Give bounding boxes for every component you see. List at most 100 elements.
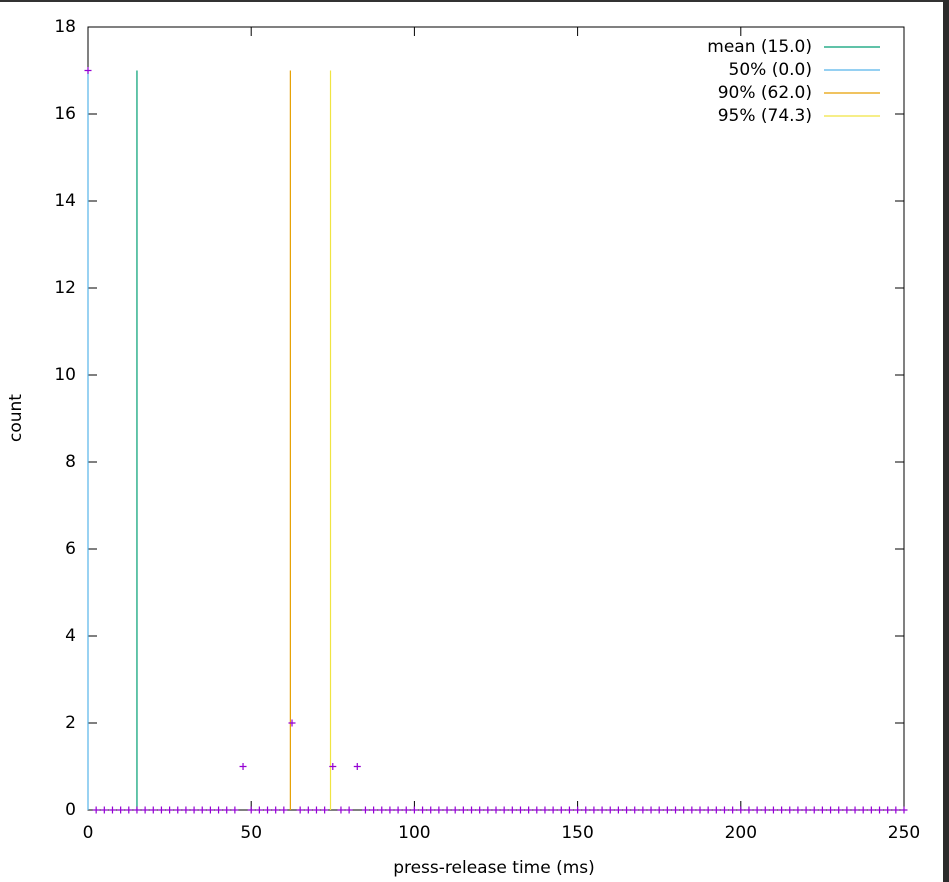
point xyxy=(484,806,492,814)
legend-label: 50% (0.0) xyxy=(729,60,813,80)
point xyxy=(631,806,639,814)
y-tick-label: 10 xyxy=(54,365,76,385)
point xyxy=(843,806,851,814)
point xyxy=(435,806,443,814)
point xyxy=(598,806,606,814)
x-axis-label: press-release time (ms) xyxy=(393,858,595,878)
point xyxy=(680,806,688,814)
point xyxy=(84,67,92,74)
y-tick-label: 8 xyxy=(65,452,76,472)
point xyxy=(370,806,378,814)
point xyxy=(508,806,516,814)
point xyxy=(778,806,786,814)
point xyxy=(802,806,810,814)
point xyxy=(737,806,745,814)
point xyxy=(810,806,818,814)
point xyxy=(361,806,369,814)
point xyxy=(288,719,296,727)
point xyxy=(296,806,304,814)
x-tick-label: 200 xyxy=(725,823,757,843)
point xyxy=(190,806,198,814)
point xyxy=(378,806,386,814)
x-tick-label: 100 xyxy=(398,823,430,843)
point xyxy=(231,806,239,814)
point xyxy=(264,806,272,814)
point xyxy=(100,806,108,814)
point xyxy=(827,806,835,814)
point xyxy=(574,806,582,814)
legend-label: 95% (74.3) xyxy=(718,106,812,126)
point xyxy=(729,806,737,814)
point xyxy=(468,806,476,814)
point xyxy=(394,806,402,814)
point xyxy=(304,806,312,814)
point xyxy=(182,806,190,814)
point xyxy=(639,806,647,814)
point xyxy=(419,806,427,814)
point xyxy=(451,806,459,814)
point xyxy=(402,806,410,814)
y-tick-label: 6 xyxy=(65,539,76,559)
point xyxy=(704,806,712,814)
point xyxy=(851,806,859,814)
point xyxy=(280,806,288,814)
point xyxy=(223,806,231,814)
point xyxy=(696,806,704,814)
point xyxy=(720,806,728,814)
point xyxy=(108,806,116,814)
legend-label: mean (15.0) xyxy=(707,37,812,57)
point xyxy=(117,806,125,814)
point xyxy=(239,763,247,770)
point xyxy=(753,806,761,814)
point xyxy=(525,806,533,814)
point xyxy=(712,806,720,814)
point xyxy=(533,806,541,814)
point xyxy=(859,806,867,814)
x-tick-label: 50 xyxy=(240,823,262,843)
point xyxy=(663,806,671,814)
plot-frame xyxy=(87,26,905,811)
x-tick-label: 150 xyxy=(561,823,593,843)
point xyxy=(353,763,361,770)
point xyxy=(92,806,100,814)
point xyxy=(337,806,345,814)
point xyxy=(516,806,524,814)
point xyxy=(141,806,149,814)
y-tick-label: 12 xyxy=(54,278,76,298)
point xyxy=(500,806,508,814)
point xyxy=(892,806,900,814)
point xyxy=(606,806,614,814)
point xyxy=(321,806,329,814)
point xyxy=(655,806,663,814)
point xyxy=(386,806,394,814)
point xyxy=(198,806,206,814)
y-tick-label: 18 xyxy=(54,17,76,37)
point xyxy=(149,806,157,814)
y-tick-label: 4 xyxy=(65,626,76,646)
y-tick-label: 0 xyxy=(65,800,76,820)
point xyxy=(672,806,680,814)
x-tick-label: 0 xyxy=(83,823,94,843)
y-tick-label: 2 xyxy=(65,713,76,733)
point xyxy=(786,806,794,814)
legend-label: 90% (62.0) xyxy=(718,83,812,103)
point xyxy=(549,806,557,814)
point xyxy=(582,806,590,814)
point xyxy=(835,806,843,814)
point xyxy=(312,806,320,814)
point xyxy=(459,806,467,814)
point xyxy=(272,806,280,814)
point xyxy=(745,806,753,814)
point xyxy=(818,806,826,814)
window-edge xyxy=(943,0,949,882)
point xyxy=(761,806,769,814)
point xyxy=(557,806,565,814)
point xyxy=(215,806,223,814)
point xyxy=(647,806,655,814)
point xyxy=(206,806,214,814)
point xyxy=(623,806,631,814)
point xyxy=(476,806,484,814)
point xyxy=(884,806,892,814)
point xyxy=(492,806,500,814)
